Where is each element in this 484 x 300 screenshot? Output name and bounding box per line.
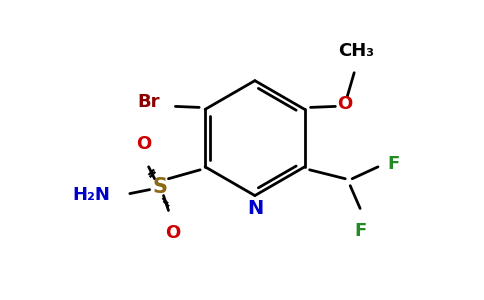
Text: O: O (136, 135, 151, 153)
Text: N: N (248, 199, 264, 218)
Text: F: F (388, 155, 400, 173)
Text: H₂N: H₂N (72, 186, 110, 204)
Text: S: S (152, 177, 167, 197)
Text: Br: Br (137, 93, 160, 111)
Text: CH₃: CH₃ (338, 42, 374, 60)
Text: O: O (165, 224, 180, 242)
Text: F: F (354, 222, 366, 240)
Text: O: O (337, 95, 352, 113)
